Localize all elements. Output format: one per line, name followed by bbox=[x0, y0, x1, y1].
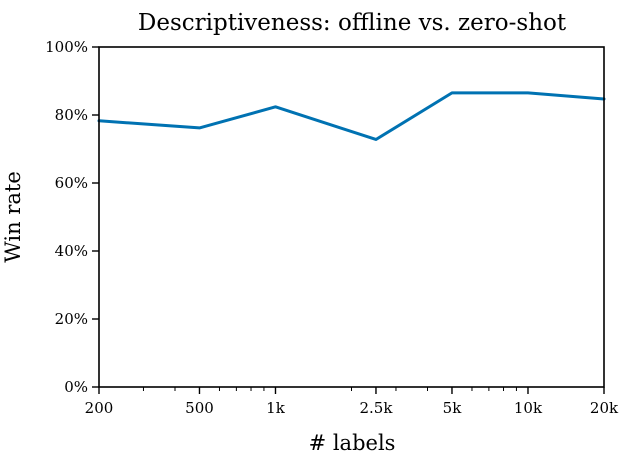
series-layer bbox=[97, 91, 606, 141]
x-tick-label: 5k bbox=[443, 399, 463, 417]
y-axis: 0% 20% 40% 60% 80% 100% bbox=[45, 38, 99, 396]
x-tick-label: 20k bbox=[590, 399, 619, 417]
chart-title: Descriptiveness: offline vs. zero-shot bbox=[138, 10, 567, 36]
x-axis: 200 500 1k 2.5k 5k 10k 20k bbox=[85, 387, 619, 417]
y-tick-label: 60% bbox=[55, 174, 88, 192]
plot-frame bbox=[98, 46, 605, 388]
y-tick-label: 20% bbox=[55, 310, 88, 328]
series-line bbox=[97, 91, 606, 141]
y-tick-label: 100% bbox=[45, 38, 88, 56]
x-tick-label: 1k bbox=[266, 399, 286, 417]
x-tick-label: 500 bbox=[185, 399, 214, 417]
x-tick-label: 2.5k bbox=[359, 399, 393, 417]
x-tick-label: 10k bbox=[514, 399, 543, 417]
y-axis-label: Win rate bbox=[1, 171, 25, 263]
y-tick-label: 40% bbox=[55, 242, 88, 260]
y-tick-label: 0% bbox=[64, 378, 88, 396]
y-tick-label: 80% bbox=[55, 106, 88, 124]
x-tick-label: 200 bbox=[85, 399, 114, 417]
x-axis-label: # labels bbox=[309, 431, 396, 455]
